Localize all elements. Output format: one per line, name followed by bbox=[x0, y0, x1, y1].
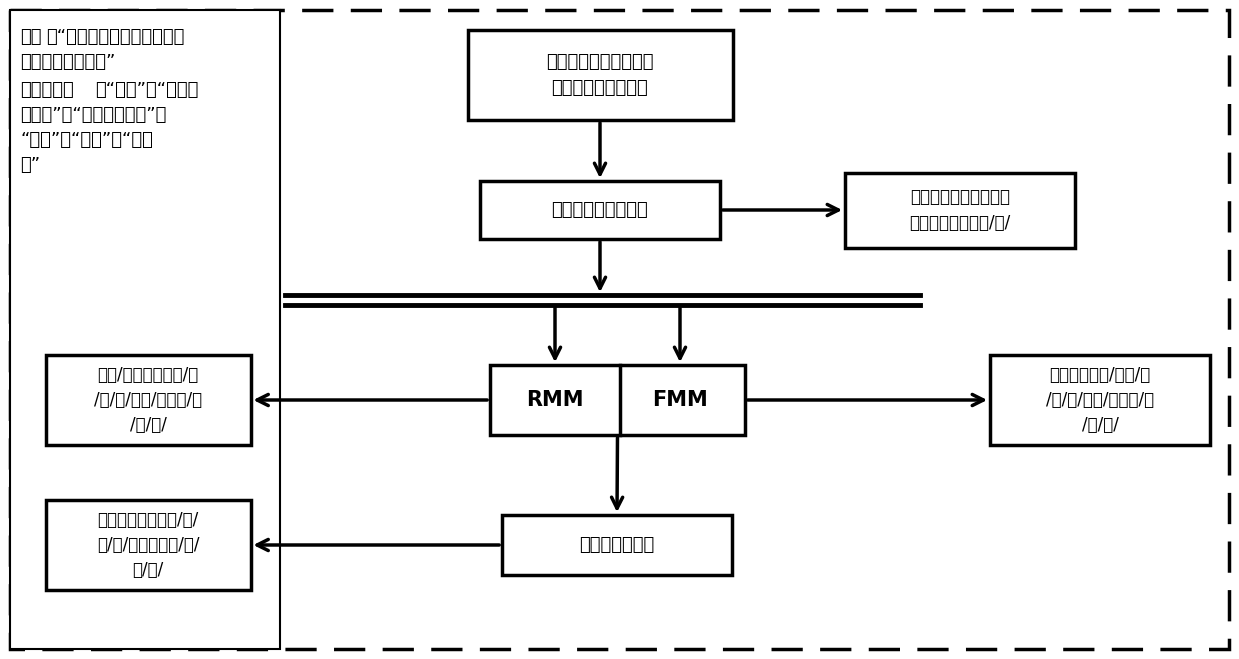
Bar bbox=[845, 173, 1075, 248]
Text: 词典中的词: 词典中的词 bbox=[20, 81, 74, 99]
Bar bbox=[46, 500, 250, 590]
Text: “机房”，“电力”，“变电: “机房”，“电力”，“变电 bbox=[20, 131, 152, 149]
Text: 规则集匹配处理: 规则集匹配处理 bbox=[580, 536, 654, 554]
Text: 例句: 例句 bbox=[20, 28, 41, 46]
Bar bbox=[489, 365, 745, 435]
Bar bbox=[10, 10, 280, 649]
Text: 电力变电所相邻。”: 电力变电所相邻。” bbox=[20, 53, 115, 71]
Text: 地铁/通信设备机房/不
/应/与/电力/变电所/相
/邻/。/: 地铁/通信设备机房/不 /应/与/电力/变电所/相 /邻/。/ bbox=[94, 366, 202, 434]
Bar bbox=[502, 515, 732, 575]
Text: 备机房”，“地铁通信设备”，: 备机房”，“地铁通信设备”， bbox=[20, 106, 166, 124]
Text: 非中文汉字符号处理: 非中文汉字符号处理 bbox=[551, 201, 648, 219]
Text: 所”: 所” bbox=[20, 156, 40, 174]
Text: ：“地铁通信设备机房不应与: ：“地铁通信设备机房不应与 bbox=[46, 28, 185, 46]
Bar bbox=[46, 355, 250, 445]
Text: RMM: RMM bbox=[527, 390, 584, 410]
Bar bbox=[479, 181, 720, 239]
Text: 地铁通信设备机房不应
与电力变电所相邻。: 地铁通信设备机房不应 与电力变电所相邻。 bbox=[546, 53, 654, 97]
Text: 地铁通信设备机房不应
与电力变电所相邻/。/: 地铁通信设备机房不应 与电力变电所相邻/。/ bbox=[909, 188, 1011, 232]
Bar bbox=[990, 355, 1211, 445]
Bar bbox=[467, 30, 732, 120]
Text: FMM: FMM bbox=[652, 390, 707, 410]
Text: 地铁通信设备/机房/不
/应/与/电力/变电所/相
/邻/。/: 地铁通信设备/机房/不 /应/与/电力/变电所/相 /邻/。/ bbox=[1046, 366, 1154, 434]
Text: 地铁通信设备机房/不/
应/与/电力变电所/相/
邻/。/: 地铁通信设备机房/不/ 应/与/电力变电所/相/ 邻/。/ bbox=[97, 511, 199, 579]
Text: ：“地铁”，“通信设: ：“地铁”，“通信设 bbox=[95, 81, 198, 99]
